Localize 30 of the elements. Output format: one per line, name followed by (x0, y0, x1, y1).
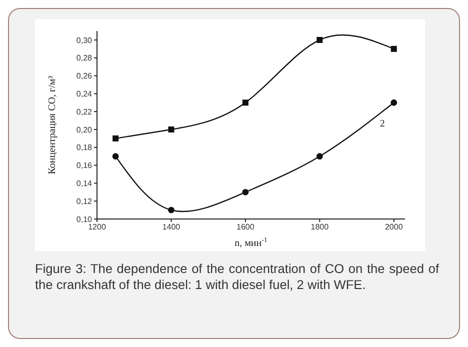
y-tick-label: 0,26 (76, 72, 93, 81)
x-tick-label: 2000 (384, 222, 404, 232)
y-tick-label: 0,18 (76, 143, 93, 152)
y-axis-title: Концентрация CO, г/м³ (47, 76, 58, 174)
point (242, 100, 248, 106)
point (390, 46, 397, 52)
y-tick-label: 0,14 (76, 179, 93, 188)
x-axis-title: n, мин$^{-1}$ (234, 236, 268, 249)
y-tick-label: 0,22 (76, 107, 93, 116)
point (168, 126, 174, 132)
x-tick-label: 1200 (88, 222, 106, 232)
point (242, 188, 249, 196)
caption: Figure 3: The dependence of the concentration of CO on the speed of the crankshaft of the diesel: 1 with diesel fuel, 2 with WFE. (35, 261, 439, 293)
y-tick-label: 0,28 (76, 54, 93, 63)
y-tick-label: 0,16 (76, 161, 93, 170)
point (112, 135, 119, 142)
y-tick-label: 0,20 (76, 125, 93, 134)
point (316, 153, 323, 160)
y-tick-label: 0,12 (76, 196, 93, 206)
y-tick-label: 0,10 (76, 214, 93, 224)
x-tick-label: 1400 (162, 222, 181, 232)
point (316, 36, 323, 43)
point (168, 206, 174, 214)
x-tick-label: 1800 (310, 222, 330, 232)
point (390, 99, 398, 106)
x-tick-label: 1600 (236, 222, 255, 232)
y-tick-label: 0,30 (76, 36, 93, 45)
series-label: 2 (380, 118, 385, 130)
y-tick-label: 0,24 (76, 90, 93, 99)
point (112, 153, 119, 160)
